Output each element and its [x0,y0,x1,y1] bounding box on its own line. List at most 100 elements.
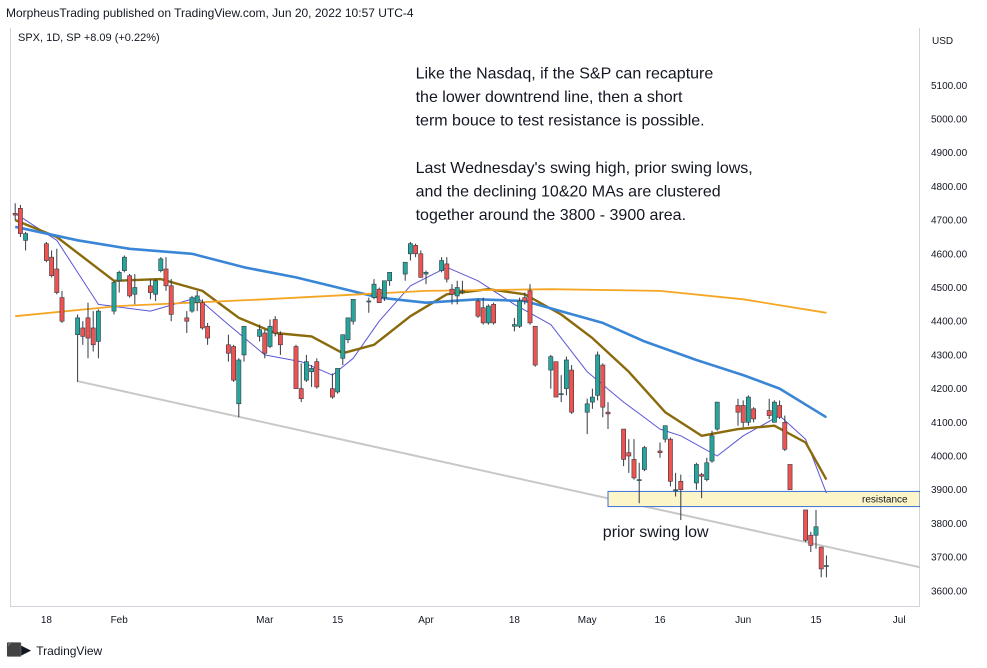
candle-body [158,258,164,271]
candle [584,398,590,435]
y-tick-label: 3700.00 [931,553,968,564]
candle [693,462,699,490]
candle-body [267,325,273,347]
candle-body [387,272,392,282]
candle [569,365,574,414]
x-tick-label: Jun [735,615,751,626]
y-tick-label: 3800.00 [931,519,968,530]
candle [735,398,741,426]
candle-body [600,364,606,408]
candle-body [168,285,174,315]
sma200-line [15,288,827,318]
plot-area[interactable] [10,28,920,606]
candle [298,363,304,403]
candle [402,261,408,281]
candle [340,334,346,366]
candle [532,325,538,367]
candle [766,398,772,419]
x-tick-label: 15 [810,615,822,626]
candle-body [148,285,153,293]
symbol-legend: SPX, 1D, SP +8.09 (+0.22%) [18,32,160,44]
candle [127,274,132,298]
candle [475,299,481,318]
candle-body [23,233,28,241]
x-tick-label: 16 [654,615,666,626]
candle-body [766,410,772,416]
candle-body [132,287,138,295]
candle-body [298,388,304,400]
candle [194,290,200,312]
candle [657,442,663,458]
candle [553,361,559,398]
candle [818,546,824,578]
y-tick-label: 4700.00 [931,216,968,227]
currency-label: USD [932,36,953,47]
candle [366,297,372,313]
candle-body [595,354,600,396]
candle-body [454,287,460,297]
candle-body [303,361,309,381]
candle-body [803,509,808,541]
candle [699,472,704,499]
candle-body [667,438,673,482]
candle [241,325,247,362]
candle [673,472,678,497]
candle-body [277,334,283,346]
candle-body [262,332,268,354]
candle-body [17,208,23,234]
candle-body [59,297,65,322]
candle-body [423,272,429,275]
candle-body [366,300,372,303]
candle-body [813,526,819,536]
candle-body [678,481,684,491]
candle-body [272,319,278,334]
candle [771,400,777,423]
candle [751,407,756,423]
candle-body [381,280,387,298]
candle-body [439,260,444,271]
candle [636,462,642,504]
candle [309,365,314,387]
candle [782,415,788,451]
footer-brand[interactable]: TradingView [36,644,103,658]
candle-body [584,403,590,413]
candle [111,280,117,315]
candle [59,290,65,323]
candle-body [751,408,756,420]
candle [626,439,632,473]
candle-body [714,401,720,430]
annotation-text: term bouce to test resistance is possibl… [416,113,705,130]
y-tick-label: 4300.00 [931,350,968,361]
candle [511,317,517,332]
candle [148,279,153,300]
candle [267,319,273,349]
candle-body [569,369,574,413]
candle [667,437,673,487]
candle [158,257,164,273]
candle [12,203,18,221]
candle-body [200,302,205,329]
candle [132,274,138,305]
candle-body [413,245,418,255]
candle [418,250,424,278]
candle [277,331,283,355]
candle [122,255,127,273]
candle-body [189,297,195,312]
candle [371,279,377,300]
x-tick-label: Apr [418,615,434,626]
candle-body [459,290,465,293]
candle-body [418,253,424,278]
time-axis-line [10,606,920,607]
candle [80,321,86,345]
candle-body [116,272,122,282]
candle-body [563,359,569,389]
x-tick-label: Mar [256,615,274,626]
candle [777,400,782,419]
candle-body [527,290,533,324]
candle [704,457,710,482]
y-tick-label: 4000.00 [931,452,968,463]
candle [407,242,413,261]
candle [641,445,647,472]
candle [314,358,320,389]
y-tick-label: 3600.00 [931,586,968,597]
